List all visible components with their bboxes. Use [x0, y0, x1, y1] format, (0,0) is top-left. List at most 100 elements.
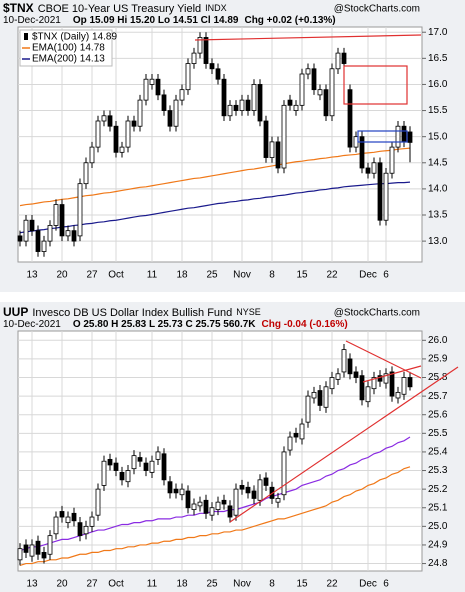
layer: $TNX CBOE 10-Year US Treasury Yield INDX @S… [3, 1, 448, 589]
ma-line [19, 181, 411, 234]
y-tick-label: 24.9 [428, 540, 448, 551]
candle-body [323, 89, 329, 117]
candle-body [71, 230, 77, 242]
candle-body [215, 68, 221, 80]
candle-body [275, 141, 281, 169]
candle-body [257, 479, 263, 501]
y-tick-label: 25.3 [428, 465, 448, 476]
candle-body [17, 548, 23, 561]
candle-body [347, 358, 353, 375]
chart-header: $TNX CBOE 10-Year US Treasury Yield INDX [3, 1, 227, 15]
y-tick-label: 15.5 [428, 105, 448, 116]
legend-swatch [24, 33, 28, 40]
x-tick-label: Oct [108, 270, 124, 281]
candle-body [299, 73, 305, 106]
candle-body [113, 125, 119, 153]
candle-body [191, 503, 197, 511]
candle-body [395, 391, 401, 399]
y-tick-label: 25.4 [428, 447, 448, 458]
y-tick-label: 25.8 [428, 372, 448, 383]
candle-body [383, 373, 389, 384]
candle-body [209, 63, 215, 70]
candle-body [293, 432, 299, 438]
candle-body [203, 499, 209, 514]
candle-body [401, 377, 407, 395]
candle-body [197, 37, 203, 54]
x-tick-label: 13 [26, 270, 38, 281]
x-tick-label: 25 [206, 270, 218, 281]
y-tick-label: 25.1 [428, 502, 448, 513]
candle-body [35, 540, 41, 555]
candle-body [89, 146, 95, 164]
candle-body [65, 516, 71, 524]
change: Chg +0.02 (+0.13%) [244, 15, 335, 26]
candle-body [257, 84, 263, 122]
trendline [345, 340, 422, 379]
candle-body [251, 84, 257, 111]
trendline [229, 366, 459, 523]
watermark: @StockCharts.com [334, 4, 420, 15]
candle-body [371, 377, 377, 390]
candle-body [161, 453, 167, 481]
candle-body [305, 395, 311, 423]
x-tick-label: Dec [359, 270, 377, 281]
candle-body [53, 204, 59, 226]
candle-body [107, 115, 113, 127]
candle-body [263, 477, 269, 486]
candle-body [131, 455, 137, 470]
candle-body [239, 99, 245, 111]
candle-body [329, 377, 335, 390]
legend-label: EMA(200) 14.13 [32, 54, 105, 65]
candle-body [23, 219, 29, 242]
candle-body [311, 68, 317, 91]
y-tick-label: 25.6 [428, 409, 448, 420]
candle-body [35, 230, 41, 252]
date: 10-Dec-2021 [3, 15, 61, 26]
candle-body [59, 204, 65, 237]
chart-title: CBOE 10-Year US Treasury Yield [38, 3, 201, 15]
candle-body [215, 501, 221, 511]
x-tick-label: 15 [296, 270, 308, 281]
candle-body [167, 110, 173, 127]
change: Chg -0.04 (-0.16%) [262, 319, 348, 330]
candle-body [149, 460, 155, 473]
candle-body [263, 120, 269, 158]
y-tick-label: 15.0 [428, 131, 448, 142]
candle-body [407, 131, 413, 143]
candle-body [281, 451, 287, 496]
x-tick-label: 18 [176, 579, 188, 590]
candle-body [131, 120, 137, 127]
x-tick-label: Dec [359, 579, 377, 590]
candle-body [221, 499, 227, 505]
candle-body [347, 89, 353, 148]
candle-body [395, 125, 401, 148]
x-tick-label: Nov [233, 579, 251, 590]
x-tick-label: Nov [233, 270, 251, 281]
candle-body [59, 511, 65, 518]
candle-body [299, 423, 305, 440]
candle-body [89, 516, 95, 527]
candle-body [209, 507, 215, 516]
candle-body [245, 486, 251, 494]
symbol: $TNX [3, 1, 34, 15]
candle-body [119, 146, 125, 153]
trendline [194, 34, 422, 41]
date: 10-Dec-2021 [3, 319, 61, 330]
candle-body [329, 68, 335, 117]
candle-body [143, 462, 149, 471]
y-tick-label: 16.5 [428, 53, 448, 64]
quote: Op 15.09 Hi 15.20 Lo 14.51 Cl 14.89 [73, 15, 239, 26]
resistance-box [343, 65, 408, 105]
candle-body [155, 451, 161, 460]
exchange: INDX [205, 3, 227, 13]
y-tick-label: 17.0 [428, 27, 448, 38]
candle-body [227, 104, 233, 117]
candle-body [179, 89, 185, 101]
x-tick-label: 22 [326, 270, 338, 281]
trendline [362, 365, 422, 383]
x-tick-label: 15 [296, 579, 308, 590]
y-tick-label: 13.5 [428, 210, 448, 221]
x-tick-label: Oct [108, 579, 124, 590]
